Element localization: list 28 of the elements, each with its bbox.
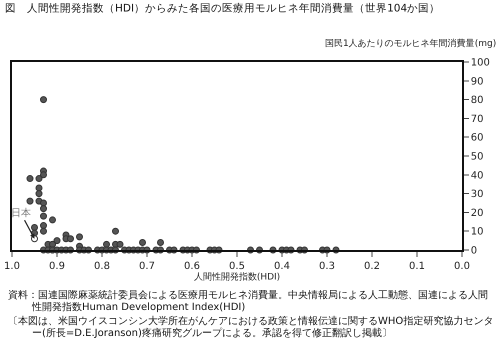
y-tick-label: 10	[470, 226, 484, 238]
y-tick-label: 70	[470, 114, 484, 125]
x-tick-label: 0.4	[274, 260, 290, 272]
chart-title: 図 人間性開発指数（HDI）からみた各国の医療用モルヒネ年間消費量（世界104か国）	[5, 2, 440, 15]
y-tick-label: 0	[470, 246, 478, 256]
y-tick-label: 60	[470, 132, 484, 144]
y-tick-label: 80	[470, 95, 484, 106]
text: 〔本図は、米国ウイスコンシン大学所在がんケアにおける政策と情報伝達に関するWHO指定研究協力センター(所長=D.E.Joranson)疼痛研究グループによる。承認を得て修正翻訳し掲載〕	[8, 316, 494, 340]
x-tick-label: 0.3	[319, 260, 335, 272]
annotation: 日本	[11, 207, 31, 219]
y-tick-label: 20	[470, 208, 484, 219]
x-tick-label: 1.0	[4, 260, 20, 272]
y-tick-label: 90	[470, 76, 484, 88]
y-axis-title: 国民1人あたりのモルヒネ年間消費量(mg)	[325, 38, 496, 49]
x-tick-label: 0.2	[364, 260, 380, 272]
y-tick-label: 100	[470, 58, 490, 68]
x-tick-label: 0.0	[454, 260, 470, 272]
x-tick-label: 0.6	[184, 260, 200, 272]
y-tick-label: 40	[470, 170, 484, 182]
y-tick-label: 50	[470, 152, 484, 162]
x-tick-label: 0.7	[139, 260, 155, 272]
y-tick-label: 30	[470, 189, 484, 200]
x-tick-label: 0.8	[94, 260, 110, 272]
x-axis-title: 人間性開発指数(HDI)	[194, 272, 280, 283]
text: 資料：国連国際麻薬統計委員会による医療用モルヒネ消費量。中央情報局による人工動態、国連による人間性開発指数Human Development Index(HDI)	[8, 290, 489, 314]
x-tick-label: 0.5	[229, 260, 245, 272]
x-tick-label: 0.1	[409, 260, 425, 272]
x-tick-label: 0.9	[49, 260, 65, 272]
